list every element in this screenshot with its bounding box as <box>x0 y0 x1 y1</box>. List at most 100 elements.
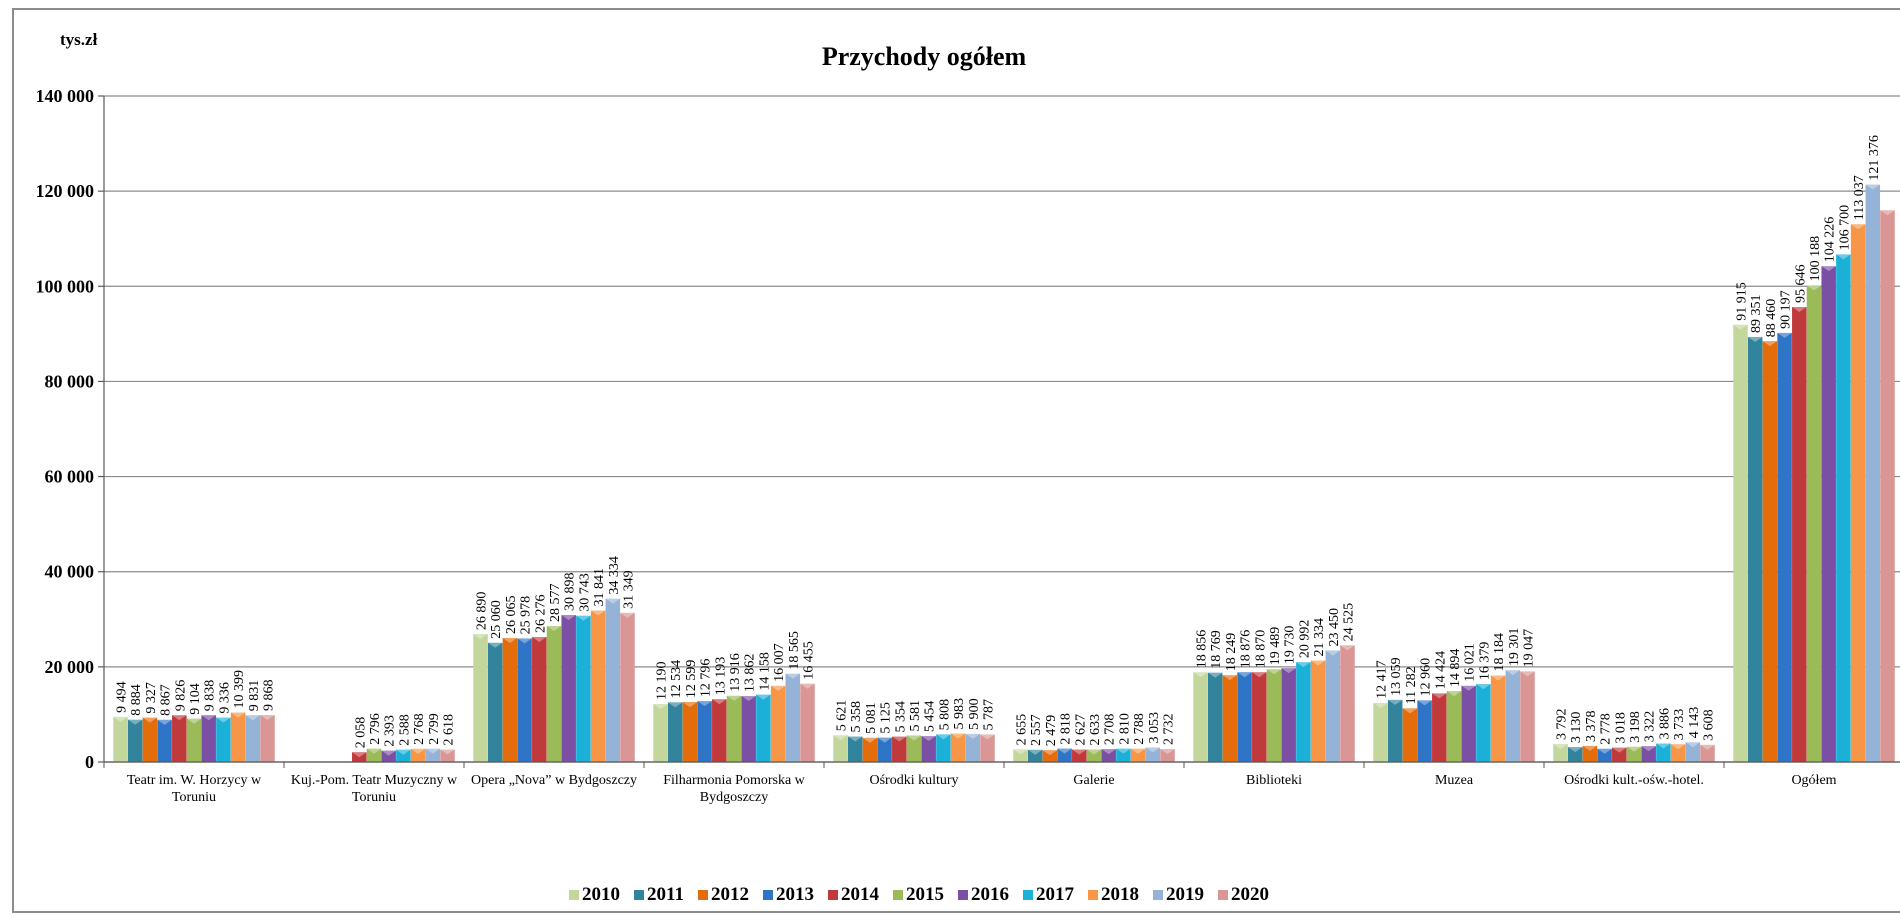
data-label: 2 655 <box>1015 714 1030 746</box>
bar-bevel <box>230 712 246 718</box>
data-label: 2 479 <box>1044 715 1059 747</box>
bar-2018 <box>230 712 246 762</box>
chart-frame: 0 20 000 40 000 60 000 80 000 100 000 120 000 1… <box>12 8 1900 913</box>
bar-2015 <box>1086 749 1102 762</box>
bar-bevel <box>1042 750 1058 756</box>
y-tick-label: 20 000 <box>45 657 95 677</box>
legend-label: 2012 <box>710 884 749 905</box>
data-label: 16 379 <box>1477 642 1492 681</box>
bar-bevel <box>682 702 698 708</box>
category-label: Galerie <box>1073 773 1115 788</box>
bar-2020 <box>260 715 275 762</box>
bar-bevel <box>1013 749 1028 755</box>
bar-2016 <box>381 750 396 762</box>
legend-item: 2014 <box>827 884 879 906</box>
bar-bevel <box>620 612 635 618</box>
bar-bevel <box>1387 699 1403 705</box>
bar-bevel <box>1266 669 1282 675</box>
bar-bevel <box>1567 747 1583 753</box>
legend-label: 2020 <box>1230 884 1269 905</box>
data-label: 9 831 <box>247 680 262 712</box>
data-label: 3 130 <box>1569 712 1584 744</box>
bar-2013 <box>1777 332 1792 762</box>
chart-legend: 2010 2011 2012 2013 2014 2015 2016 2017 2018 2019… <box>569 884 1269 906</box>
bar-bevel <box>473 634 488 640</box>
bar-2016 <box>1461 685 1476 762</box>
bar-2018 <box>950 733 966 762</box>
bar-bevel <box>1582 745 1598 751</box>
data-label: 12 599 <box>684 660 699 699</box>
bar-bevel <box>833 735 848 741</box>
bar-2010 <box>1193 672 1208 762</box>
bar-bevel <box>1612 747 1627 753</box>
data-label: 16 007 <box>772 643 787 682</box>
category-label: Ośrodki kultury <box>869 773 959 788</box>
bar-bevel <box>1193 672 1208 678</box>
bar-bevel <box>425 748 441 754</box>
data-label: 28 577 <box>548 584 563 623</box>
data-label: 2 557 <box>1029 714 1044 746</box>
bar-bevel <box>862 737 878 743</box>
y-tick-label: 80 000 <box>45 371 95 391</box>
bar-bevel <box>201 715 216 721</box>
bar-2011 <box>127 719 143 762</box>
bar-bevel <box>1762 341 1778 347</box>
bar-2016 <box>1101 749 1116 762</box>
bar-2011 <box>1567 747 1583 762</box>
bar-bevel <box>877 737 892 743</box>
bar-2011 <box>1747 336 1763 762</box>
bar-2014 <box>712 699 727 762</box>
data-label: 3 792 <box>1555 708 1570 740</box>
data-label: 12 960 <box>1419 658 1434 697</box>
bar-2013 <box>157 719 172 762</box>
bar-bevel <box>936 734 951 740</box>
bar-2018 <box>1310 660 1326 762</box>
data-label: 2 588 <box>397 714 412 746</box>
data-label: 106 700 <box>1837 205 1852 251</box>
bar-2011 <box>847 736 863 762</box>
bar-2014 <box>1072 749 1087 762</box>
legend-label: 2013 <box>775 884 814 905</box>
chart-plot: 0 20 000 40 000 60 000 80 000 100 000 120 000 1… <box>36 86 1900 772</box>
legend-label: 2017 <box>1035 884 1074 905</box>
bar-2012 <box>142 717 158 762</box>
data-label: 89 351 <box>1749 294 1764 333</box>
bar-2015 <box>1806 285 1822 762</box>
data-label: 5 125 <box>879 702 894 734</box>
bar-2018 <box>590 610 606 762</box>
data-label: 23 450 <box>1327 608 1342 647</box>
bar-bevel <box>352 752 367 758</box>
legend-item: 2020 <box>1217 884 1269 906</box>
bar-2017 <box>576 615 591 762</box>
bar-bevel <box>1806 285 1822 291</box>
legend-swatch <box>892 890 903 900</box>
data-label: 26 276 <box>533 595 548 634</box>
legend-item: 2015 <box>892 884 944 906</box>
bar-bevel <box>1446 691 1462 697</box>
legend-item: 2011 <box>634 884 684 906</box>
bar-bevel <box>1597 748 1612 754</box>
bar-bevel <box>1207 672 1223 678</box>
bar-2019 <box>1505 670 1521 762</box>
bar-2020 <box>800 683 815 762</box>
bar-bevel <box>113 716 128 722</box>
bar-2017 <box>216 717 231 762</box>
data-label: 21 334 <box>1312 618 1327 657</box>
legend-item: 2017 <box>1022 884 1074 906</box>
bar-bevel <box>172 715 187 721</box>
bar-2019 <box>785 673 801 762</box>
bar-bevel <box>980 734 995 740</box>
data-label: 95 646 <box>1793 264 1808 303</box>
bar-bevel <box>785 673 801 679</box>
bar-bevel <box>1792 306 1807 312</box>
bar-2011 <box>1207 672 1223 762</box>
bar-bevel <box>590 610 606 616</box>
legend-item: 2016 <box>957 884 1009 906</box>
data-label: 2 618 <box>442 714 457 746</box>
bar-bevel <box>1553 743 1568 749</box>
bar-bevel <box>1325 650 1341 656</box>
bar-bevel <box>1101 749 1116 755</box>
bar-2017 <box>1116 748 1131 762</box>
bar-bevel <box>1626 746 1642 752</box>
y-tick-label: 100 000 <box>36 276 95 296</box>
